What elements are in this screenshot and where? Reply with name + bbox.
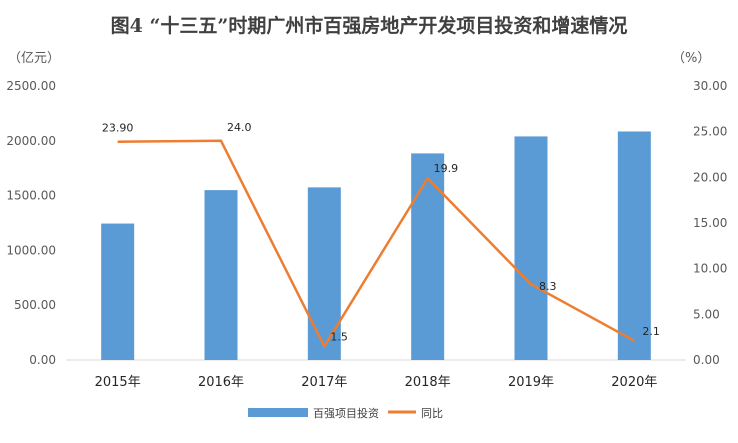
x-tick-label: 2015年 bbox=[95, 375, 141, 390]
x-axis: 2015年 2016年 2017年 2018年 2019年 2020年 bbox=[95, 375, 658, 390]
right-tick-label: 10.00 bbox=[693, 262, 727, 276]
bar bbox=[617, 131, 651, 360]
data-label: 19.9 bbox=[434, 162, 459, 175]
legend-swatch-bar bbox=[248, 408, 308, 417]
line-series: 23.90 24.0 1.5 19.9 8.3 2.1 bbox=[102, 121, 660, 348]
bar bbox=[101, 223, 135, 360]
data-label: 1.5 bbox=[330, 330, 348, 343]
data-label: 23.90 bbox=[102, 122, 134, 135]
x-tick-label: 2019年 bbox=[508, 375, 554, 390]
right-tick-label: 30.00 bbox=[693, 79, 727, 93]
x-tick-label: 2018年 bbox=[405, 375, 451, 390]
data-label: 2.1 bbox=[642, 325, 660, 338]
bar bbox=[204, 190, 238, 360]
right-axis: 0.00 5.00 10.00 15.00 20.00 25.00 30.00 bbox=[693, 79, 727, 367]
right-tick-label: 15.00 bbox=[693, 216, 727, 230]
left-tick-label: 500.00 bbox=[14, 298, 56, 312]
x-tick-label: 2016年 bbox=[198, 375, 244, 390]
left-axis: 0.00 500.00 1000.00 1500.00 2000.00 2500.00 bbox=[6, 79, 56, 367]
x-tick-label: 2017年 bbox=[301, 375, 347, 390]
bar bbox=[307, 187, 341, 360]
legend-label-bar: 百强项目投资 bbox=[313, 406, 379, 420]
left-axis-unit: （亿元） bbox=[8, 51, 60, 66]
right-tick-label: 0.00 bbox=[693, 353, 720, 367]
left-tick-label: 0.00 bbox=[29, 353, 56, 367]
right-axis-unit: （%） bbox=[672, 51, 710, 66]
chart-title: 图4 “十三五”时期广州市百强房地产开发项目投资和增速情况 bbox=[111, 14, 628, 37]
legend-label-line: 同比 bbox=[421, 407, 443, 420]
right-tick-label: 25.00 bbox=[693, 125, 727, 139]
series-line bbox=[117, 139, 635, 348]
left-tick-label: 2000.00 bbox=[6, 134, 56, 148]
data-label: 24.0 bbox=[227, 121, 252, 134]
bar bbox=[514, 136, 548, 360]
x-tick-label: 2020年 bbox=[611, 375, 657, 390]
data-label: 8.3 bbox=[539, 280, 557, 293]
left-tick-label: 2500.00 bbox=[6, 79, 56, 93]
right-tick-label: 5.00 bbox=[693, 307, 720, 321]
left-tick-label: 1500.00 bbox=[6, 189, 56, 203]
bar-series bbox=[101, 131, 651, 360]
bar bbox=[411, 153, 445, 360]
legend: 百强项目投资 同比 bbox=[248, 406, 443, 420]
left-tick-label: 1000.00 bbox=[6, 243, 56, 257]
right-tick-label: 20.00 bbox=[693, 170, 727, 184]
